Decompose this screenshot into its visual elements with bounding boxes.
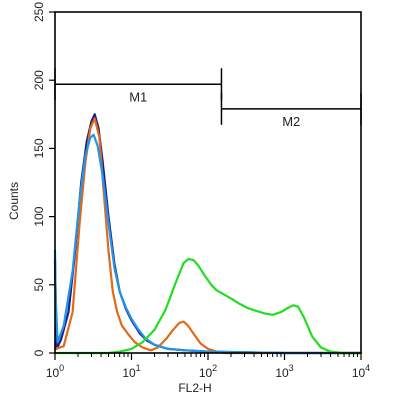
x-axis-label: FL2-H: [178, 381, 211, 395]
y-tick-label: 250: [32, 2, 46, 22]
y-tick-label: 0: [32, 349, 46, 356]
y-tick-label: 150: [32, 138, 46, 158]
histogram-series-3: [53, 133, 363, 355]
histogram-series-2: [53, 117, 363, 355]
x-tick-label: 104: [352, 363, 370, 380]
y-tick-label: 200: [32, 70, 46, 90]
gate-label: M2: [282, 114, 300, 129]
gate-label: M1: [129, 89, 147, 104]
histogram-series-4: [53, 257, 363, 355]
x-tick-label: 100: [46, 363, 64, 380]
y-axis: 0 50 100 150 200 250: [32, 2, 55, 356]
y-tick-label: 100: [32, 206, 46, 226]
x-tick-label: 103: [275, 363, 293, 380]
x-tick-label: 101: [122, 363, 140, 380]
x-tick-label: 102: [199, 363, 217, 380]
marker-gates: M1 M2: [54, 68, 362, 129]
x-axis: 100 101 102 103 104: [46, 353, 370, 380]
y-tick-label: 50: [32, 278, 46, 292]
plot-frame: [54, 11, 362, 354]
y-axis-label: Counts: [7, 182, 21, 220]
histogram-curves: [53, 113, 363, 355]
